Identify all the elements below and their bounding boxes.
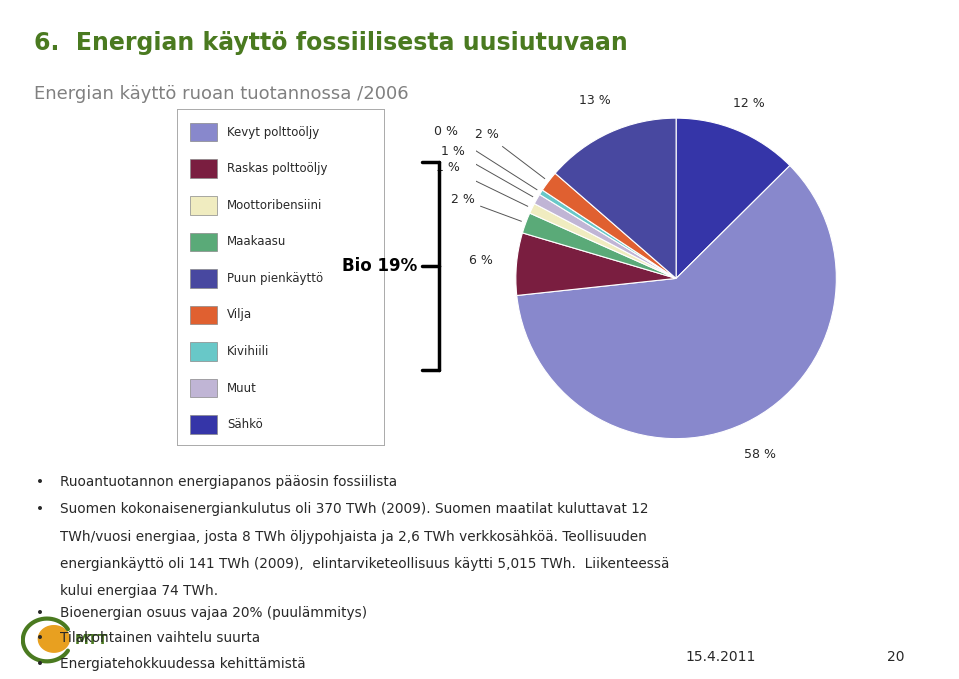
Text: •: •: [36, 475, 44, 490]
Text: •: •: [36, 606, 44, 620]
Text: 12 %: 12 %: [733, 97, 764, 111]
Text: MTT: MTT: [75, 633, 108, 647]
Wedge shape: [676, 118, 790, 278]
Wedge shape: [517, 166, 836, 439]
Wedge shape: [516, 233, 676, 295]
Text: 1 %: 1 %: [441, 145, 465, 158]
Text: 6 %: 6 %: [470, 254, 493, 268]
Text: energiankäyttö oli 141 TWh (2009),  elintarviketeollisuus käytti 5,015 TWh.  Lii: energiankäyttö oli 141 TWh (2009), elint…: [60, 557, 669, 571]
Wedge shape: [523, 213, 676, 278]
Text: Vilja: Vilja: [227, 308, 252, 321]
Text: •: •: [36, 502, 44, 517]
Text: •: •: [36, 631, 44, 646]
FancyBboxPatch shape: [190, 269, 217, 288]
Text: Moottoribensiini: Moottoribensiini: [227, 199, 322, 212]
FancyBboxPatch shape: [190, 160, 217, 178]
Text: Bioenergian osuus vajaa 20% (puulämmitys): Bioenergian osuus vajaa 20% (puulämmitys…: [60, 606, 367, 620]
Text: Maakaasu: Maakaasu: [227, 236, 287, 249]
Text: Kivihiili: Kivihiili: [227, 345, 269, 358]
Text: •: •: [36, 657, 44, 671]
Wedge shape: [555, 118, 676, 278]
FancyBboxPatch shape: [190, 306, 217, 324]
FancyBboxPatch shape: [190, 196, 217, 215]
FancyBboxPatch shape: [190, 416, 217, 434]
Text: Kevyt polttoöljy: Kevyt polttoöljy: [227, 126, 319, 139]
Text: Puun pienkäyttö: Puun pienkäyttö: [227, 272, 323, 285]
Text: 13 %: 13 %: [579, 94, 611, 107]
Text: 20: 20: [887, 650, 904, 664]
Text: Energian käyttö ruoan tuotannossa /2006: Energian käyttö ruoan tuotannossa /2006: [34, 85, 409, 103]
Text: 15.4.2011: 15.4.2011: [686, 650, 756, 664]
Text: 58 %: 58 %: [744, 448, 776, 462]
Wedge shape: [543, 173, 676, 278]
Text: Tilakohtainen vaihtelu suurta: Tilakohtainen vaihtelu suurta: [60, 631, 261, 646]
Text: Sähkö: Sähkö: [227, 418, 263, 431]
FancyBboxPatch shape: [190, 379, 217, 397]
Text: 1 %: 1 %: [436, 161, 460, 175]
Text: kului energiaa 74 TWh.: kului energiaa 74 TWh.: [60, 584, 219, 598]
Text: 6.  Energian käyttö fossiilisesta uusiutuvaan: 6. Energian käyttö fossiilisesta uusiutu…: [34, 31, 627, 54]
Polygon shape: [38, 626, 69, 652]
Text: 2 %: 2 %: [476, 128, 500, 141]
FancyBboxPatch shape: [190, 123, 217, 141]
Text: Ruoantuotannon energiapanos pääosin fossiilista: Ruoantuotannon energiapanos pääosin foss…: [60, 475, 398, 490]
Text: 2 %: 2 %: [451, 193, 475, 206]
FancyBboxPatch shape: [190, 342, 217, 361]
Wedge shape: [540, 190, 676, 278]
Text: Bio 19%: Bio 19%: [342, 257, 417, 275]
Text: TWh/vuosi energiaa, josta 8 TWh öljypohjaista ja 2,6 TWh verkkosähköä. Teollisuu: TWh/vuosi energiaa, josta 8 TWh öljypohj…: [60, 530, 647, 544]
Text: Suomen kokonaisenergiankulutus oli 370 TWh (2009). Suomen maatilat kuluttavat 12: Suomen kokonaisenergiankulutus oli 370 T…: [60, 502, 649, 517]
Text: Raskas polttoöljy: Raskas polttoöljy: [227, 162, 327, 175]
FancyBboxPatch shape: [190, 233, 217, 251]
Text: 0 %: 0 %: [434, 126, 458, 139]
Wedge shape: [529, 204, 676, 278]
Wedge shape: [534, 194, 676, 278]
Text: Muut: Muut: [227, 382, 257, 394]
Text: Energiatehokkuudessa kehittämistä: Energiatehokkuudessa kehittämistä: [60, 657, 306, 671]
